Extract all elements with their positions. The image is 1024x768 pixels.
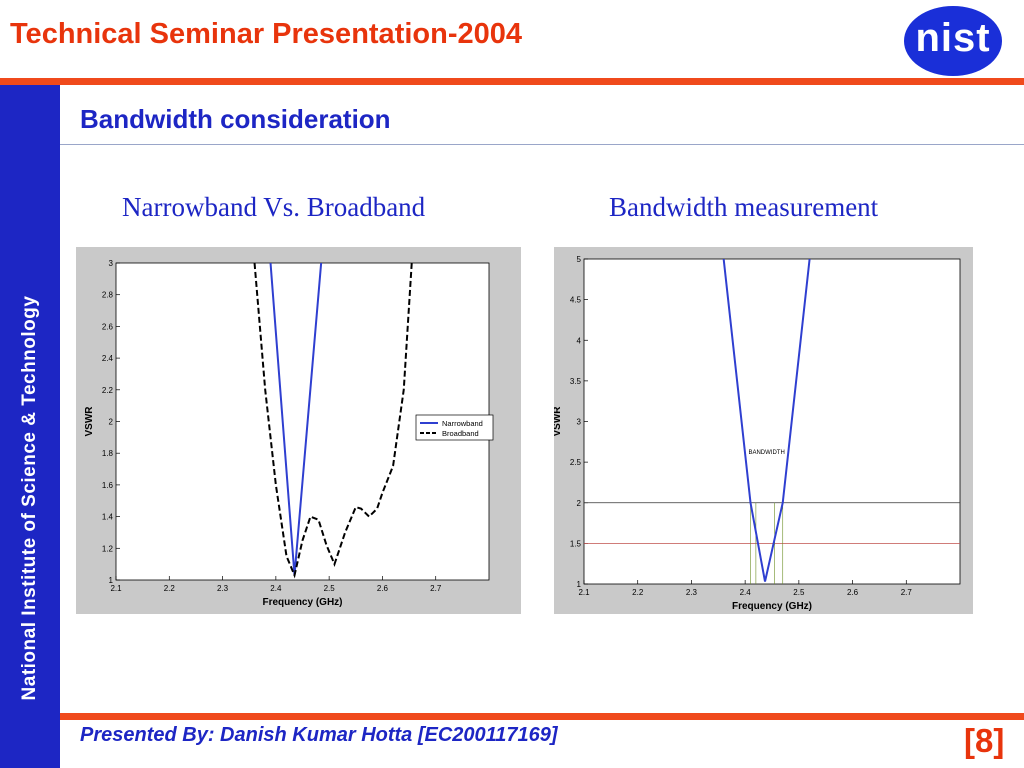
y-tick-label: 3.5 (570, 377, 582, 386)
y-tick-label: 1.4 (102, 513, 114, 522)
x-tick-label: 2.7 (430, 584, 442, 593)
sidebar: National Institute of Science & Technolo… (0, 85, 60, 768)
plot-area (583, 258, 961, 585)
presenter-credit: Presented By: Danish Kumar Hotta [EC2001… (80, 724, 558, 746)
chart-bandwidth-measurement: 2.1 2.2 2.3 2.4 2.5 2.6 2.7 1 1.5 2 2.5 3 3.5 4 4.5 5 Fr… (552, 247, 973, 614)
plot-lines (253, 263, 413, 579)
y-tick-label: 2 (577, 499, 582, 508)
y-tick-label: 1.5 (570, 539, 582, 548)
y-tick-label: 2 (109, 418, 114, 427)
footer-divider (60, 713, 1024, 720)
y-tick-label: 4.5 (570, 296, 582, 305)
y-tick-label: 1 (109, 576, 114, 585)
y-tick-label: 2.4 (102, 354, 114, 363)
y-axis-label: VSWR (554, 406, 563, 437)
legend-label: Narrowband (442, 419, 483, 428)
x-tick-label: 2.6 (377, 584, 389, 593)
x-axis-label: Frequency (GHz) (732, 601, 812, 612)
y-tick-label: 5 (577, 255, 582, 264)
x-tick-label: 2.2 (632, 588, 644, 597)
x-tick-label: 2.3 (217, 584, 229, 593)
bandwidth-annotation: BANDWIDTH (748, 450, 784, 456)
slide-title: Bandwidth consideration (80, 104, 391, 134)
header-divider (0, 78, 1024, 85)
series-line-1 (722, 259, 811, 582)
x-tick-label: 2.1 (578, 588, 590, 597)
chart-svg-1: 2.1 2.2 2.3 2.4 2.5 2.6 2.7 1 1.2 1.4 1.6 1.8 2 2.2 2.… (84, 259, 494, 608)
y-tick-label: 2.8 (102, 291, 114, 300)
y-tick-label: 2.5 (570, 458, 582, 467)
series-line-broadband (253, 263, 413, 579)
x-tick-label: 2.4 (270, 584, 282, 593)
x-tick-label: 2.5 (324, 584, 336, 593)
page-number: [8] (964, 722, 1005, 759)
y-tick-label: 3 (577, 418, 582, 427)
y-tick-label: 2.2 (102, 386, 114, 395)
legend-box (415, 414, 494, 441)
x-tick-label: 2.3 (686, 588, 698, 597)
x-tick-label: 2.6 (847, 588, 859, 597)
y-tick-label: 1.6 (102, 481, 114, 490)
x-tick-label: 2.1 (110, 584, 122, 593)
x-tick-label: 2.2 (164, 584, 176, 593)
presentation-title: Technical Seminar Presentation-2004 (10, 18, 523, 50)
y-tick-label: 3 (109, 259, 114, 268)
title-rule (60, 144, 1024, 145)
y-tick-label: 1.8 (102, 449, 114, 458)
y-tick-label: 1.2 (102, 544, 114, 553)
chart-narrow-vs-broad: 2.1 2.2 2.3 2.4 2.5 2.6 2.7 1 1.2 1.4 1.6 1.8 2 2.2 2.… (76, 247, 521, 614)
y-axis-label: VSWR (84, 406, 95, 437)
sidebar-institute-name: National Institute of Science & Technolo… (19, 295, 40, 701)
logo-text: nist (915, 16, 991, 60)
x-tick-label: 2.4 (740, 588, 752, 597)
plot-lines (584, 259, 960, 584)
nist-logo: nist (904, 6, 1002, 76)
caption-right: Bandwidth measurement (609, 192, 879, 222)
legend-label: Broadband (442, 429, 479, 438)
chart-svg-2: 2.1 2.2 2.3 2.4 2.5 2.6 2.7 1 1.5 2 2.5 3 3.5 4 4.5 5 Fr… (552, 255, 961, 612)
y-tick-label: 1 (577, 580, 582, 589)
y-tick-label: 4 (577, 336, 582, 345)
y-tick-label: 2.6 (102, 322, 114, 331)
x-tick-label: 2.7 (901, 588, 913, 597)
x-axis-label: Frequency (GHz) (262, 597, 342, 608)
x-tick-label: 2.5 (793, 588, 805, 597)
caption-left: Narrowband Vs. Broadband (122, 192, 426, 222)
